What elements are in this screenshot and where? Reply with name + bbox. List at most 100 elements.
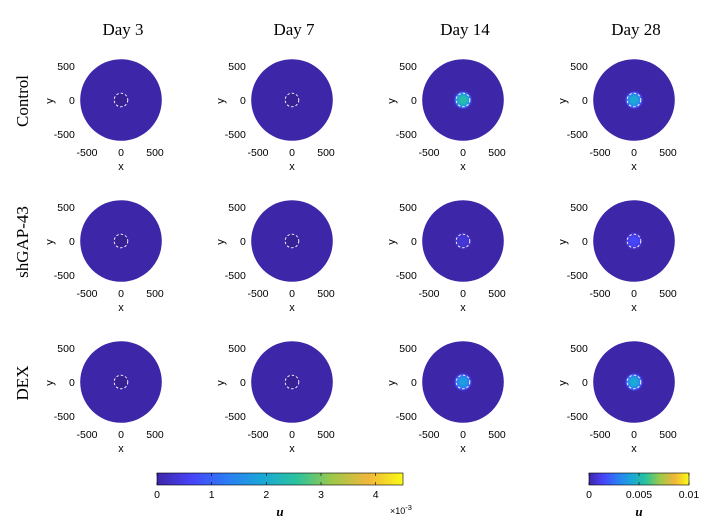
y-axis-label: y <box>386 380 398 386</box>
x-tick-label: 500 <box>317 429 335 441</box>
inner-region-outline <box>113 374 129 390</box>
colorbar-tick-label: 0.01 <box>679 489 700 501</box>
y-tick-label: 500 <box>399 343 417 355</box>
y-axis-label: y <box>44 98 56 104</box>
panel-dex-day-7: 500 0 -500-500 0 500 x y <box>215 341 335 455</box>
x-tick-label: -500 <box>76 429 97 441</box>
x-tick-label: 0 <box>631 429 637 441</box>
panel-shgap-43-day-28: 500 0 -500-500 0 500 x y <box>557 200 677 314</box>
x-tick-label: -500 <box>418 288 439 300</box>
y-tick-label: 500 <box>57 61 75 73</box>
column-header-day-7: Day 7 <box>273 20 315 39</box>
y-tick-label: 500 <box>399 202 417 214</box>
colorbar-gradient <box>156 472 404 486</box>
x-tick-label: 0 <box>118 429 124 441</box>
concentration-blob <box>114 375 128 389</box>
row-label-shgap-43: shGAP-43 <box>13 206 32 278</box>
y-tick-label: 0 <box>582 95 588 107</box>
colorbar-tick-label: 1 <box>209 489 215 501</box>
x-tick-label: -500 <box>76 147 97 159</box>
y-axis-label: y <box>557 380 569 386</box>
x-axis-label: x <box>289 302 295 314</box>
concentration-blob <box>114 234 128 248</box>
y-axis-label: y <box>386 239 398 245</box>
inner-region-outline <box>284 233 300 249</box>
inner-region-outline <box>113 233 129 249</box>
panel-dex-day-3: 500 0 -500-500 0 500 x y <box>44 341 164 455</box>
column-header-day-28: Day 28 <box>611 20 661 39</box>
y-tick-label: -500 <box>225 270 246 282</box>
colorbar-scale-base: ×10 <box>390 506 405 516</box>
y-tick-label: -500 <box>54 270 75 282</box>
y-tick-label: 500 <box>570 343 588 355</box>
y-tick-label: 500 <box>57 202 75 214</box>
colorbar-tick-label: 0 <box>154 489 160 501</box>
x-tick-label: 500 <box>146 429 164 441</box>
x-tick-label: 0 <box>118 288 124 300</box>
concentration-blob <box>285 234 299 248</box>
colorbar-scale-note: ×10-3 <box>390 503 412 516</box>
y-tick-label: 0 <box>240 236 246 248</box>
y-tick-label: 500 <box>228 61 246 73</box>
x-tick-label: -500 <box>247 147 268 159</box>
x-axis-label: x <box>631 161 637 173</box>
x-tick-label: 0 <box>289 147 295 159</box>
x-tick-label: 500 <box>146 147 164 159</box>
x-axis-label: x <box>118 302 124 314</box>
y-tick-label: -500 <box>396 270 417 282</box>
y-tick-label: 500 <box>570 61 588 73</box>
y-tick-label: -500 <box>225 129 246 141</box>
x-axis-label: x <box>289 443 295 455</box>
y-tick-label: 500 <box>228 343 246 355</box>
colorbar-label: u <box>635 504 642 519</box>
colorbar-right: 0 0.005 0.01 u <box>586 472 700 519</box>
panel-shgap-43-day-14: 500 0 -500-500 0 500 x y <box>386 200 506 314</box>
y-axis-label: y <box>215 98 227 104</box>
x-axis-label: x <box>118 443 124 455</box>
x-tick-label: 0 <box>460 288 466 300</box>
x-tick-label: 0 <box>460 147 466 159</box>
x-tick-label: 500 <box>659 147 677 159</box>
panel-shgap-43-day-3: 500 0 -500-500 0 500 x y <box>44 200 164 314</box>
x-tick-label: 500 <box>659 288 677 300</box>
y-tick-label: -500 <box>567 129 588 141</box>
x-tick-label: -500 <box>418 429 439 441</box>
panel-control-day-28: 500 0 -500-500 0 500 x y <box>557 59 677 173</box>
column-header-day-14: Day 14 <box>440 20 490 39</box>
row-label-control: Control <box>13 75 32 127</box>
y-tick-label: 0 <box>240 377 246 389</box>
x-tick-label: -500 <box>589 147 610 159</box>
x-axis-label: x <box>460 443 466 455</box>
x-tick-label: 500 <box>488 288 506 300</box>
y-tick-label: 0 <box>411 236 417 248</box>
inner-region-outline <box>284 374 300 390</box>
colorbar-label: u <box>276 504 283 519</box>
x-tick-label: -500 <box>589 288 610 300</box>
y-tick-label: -500 <box>396 129 417 141</box>
x-tick-label: -500 <box>76 288 97 300</box>
y-tick-label: -500 <box>567 411 588 423</box>
x-tick-label: -500 <box>247 429 268 441</box>
x-axis-label: x <box>631 443 637 455</box>
row-label-dex: DEX <box>13 366 32 401</box>
y-axis-label: y <box>44 380 56 386</box>
concentration-blob <box>285 375 299 389</box>
x-tick-label: 0 <box>118 147 124 159</box>
panel-control-day-14: 500 0 -500-500 0 500 x y <box>386 59 506 173</box>
panel-dex-day-14: 500 0 -500-500 0 500 x y <box>386 341 506 455</box>
x-tick-label: 500 <box>659 429 677 441</box>
inner-region-outline <box>284 92 300 108</box>
x-tick-label: 0 <box>460 429 466 441</box>
column-header-day-3: Day 3 <box>102 20 143 39</box>
inner-region-outline <box>626 233 642 249</box>
y-tick-label: 500 <box>570 202 588 214</box>
x-tick-label: 500 <box>317 147 335 159</box>
x-axis-label: x <box>460 302 466 314</box>
x-axis-label: x <box>631 302 637 314</box>
y-tick-label: 0 <box>582 377 588 389</box>
colorbar-scale-exponent: -3 <box>405 503 412 512</box>
panel-control-day-3: 500 0 -500-500 0 500 x y <box>44 59 164 173</box>
x-tick-label: -500 <box>589 429 610 441</box>
x-tick-label: 0 <box>289 429 295 441</box>
